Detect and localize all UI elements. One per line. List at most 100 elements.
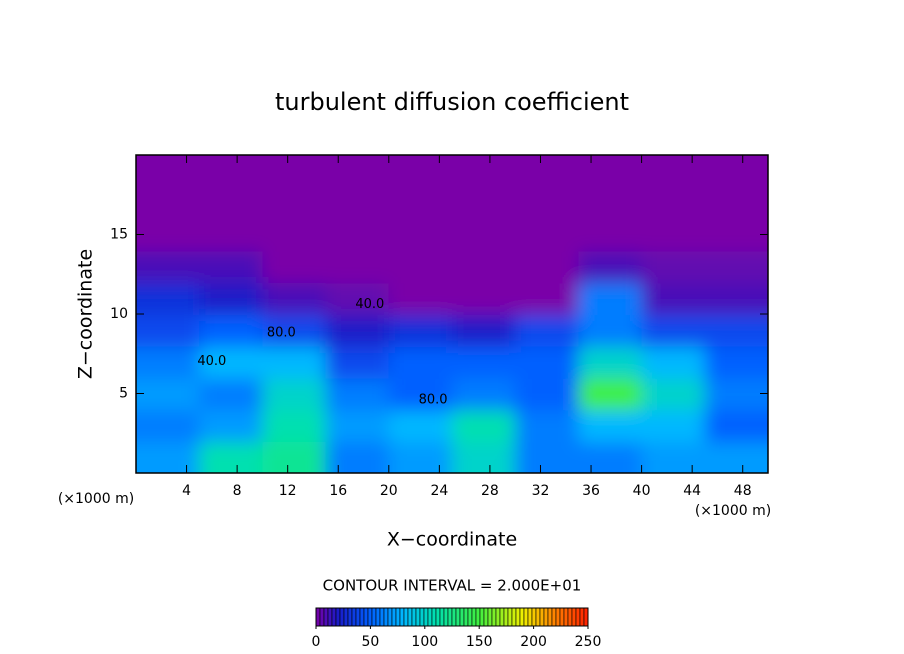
field-cell — [136, 441, 201, 473]
field-cell — [515, 441, 580, 473]
colorbar-tick-label: 0 — [312, 634, 321, 650]
colorbar-swatch — [463, 607, 469, 627]
field-cell — [262, 250, 327, 284]
field-cell — [641, 441, 706, 473]
contour-label: 40.0 — [355, 297, 384, 312]
colorbar-swatch — [503, 607, 509, 627]
colorbar-swatch — [531, 607, 537, 627]
field-cell — [452, 345, 517, 379]
field-cell — [388, 345, 453, 379]
colorbar-swatch — [359, 607, 365, 627]
field-cell — [262, 155, 327, 188]
field-cell — [199, 377, 264, 411]
colorbar-swatch — [551, 607, 557, 627]
field-cell — [325, 250, 390, 284]
x-tick-label: 24 — [430, 483, 448, 499]
field-cell — [136, 282, 201, 315]
field: 40.0 80.0 40.0 80.0 — [136, 155, 768, 473]
field-cell — [704, 282, 768, 315]
colorbar-swatch — [519, 607, 525, 627]
field-cell — [452, 441, 517, 473]
chart-title: turbulent diffusion coefficient — [275, 88, 629, 116]
field-cell — [515, 155, 580, 188]
colorbar-swatch — [435, 607, 441, 627]
colorbar-swatch — [315, 607, 321, 627]
colorbar-swatch — [371, 607, 377, 627]
field-cell — [199, 155, 264, 188]
x-axis-label: X−coordinate — [387, 529, 517, 551]
field-cell — [578, 282, 643, 315]
field-cell — [452, 314, 517, 347]
field-cell — [262, 377, 327, 411]
colorbar-tick-label: 50 — [361, 634, 379, 650]
field-cell — [325, 218, 390, 252]
field-cell — [641, 186, 706, 220]
x-tick-label: 36 — [582, 483, 600, 499]
colorbar-swatch — [335, 607, 341, 627]
colorbar-swatch — [571, 607, 577, 627]
field-cell — [262, 282, 327, 315]
x-tick-label: 48 — [734, 483, 752, 499]
field-cell — [704, 314, 768, 347]
colorbar-swatch — [579, 607, 585, 627]
field-cell — [325, 345, 390, 379]
field-cell — [136, 218, 201, 252]
field-cell — [578, 155, 643, 188]
x-tick-label: 8 — [233, 483, 242, 499]
y-tick-label: 5 — [119, 386, 128, 402]
colorbar-swatch — [327, 607, 333, 627]
colorbar-swatch — [355, 607, 361, 627]
colorbar-swatch — [543, 607, 549, 627]
field-cell — [388, 377, 453, 411]
field-cell — [388, 155, 453, 188]
field-cells — [136, 155, 768, 473]
field-cell — [641, 409, 706, 443]
x-tick-label: 20 — [380, 483, 398, 499]
colorbar-swatch — [535, 607, 541, 627]
field-cell — [199, 186, 264, 220]
field-cell — [325, 314, 390, 347]
colorbar-swatch — [487, 607, 493, 627]
colorbar-swatch — [411, 607, 417, 627]
colorbar-frame — [315, 607, 589, 627]
colorbar-swatch — [479, 607, 485, 627]
colorbar-swatch — [339, 607, 345, 627]
field-cell — [515, 409, 580, 443]
field-cell — [704, 441, 768, 473]
field-cell — [199, 314, 264, 347]
field-cell — [452, 377, 517, 411]
contour-label: 80.0 — [267, 326, 296, 341]
colorbar-swatch — [555, 607, 561, 627]
field-cell — [136, 409, 201, 443]
field-cell — [199, 250, 264, 284]
colorbar-swatch — [375, 607, 381, 627]
field-cell — [452, 409, 517, 443]
field-cell — [578, 314, 643, 347]
field-cell — [262, 218, 327, 252]
field-cell — [325, 186, 390, 220]
field-cell — [641, 155, 706, 188]
x-tick-label: 28 — [481, 483, 499, 499]
field-cell — [452, 155, 517, 188]
colorbar-tick-label: 200 — [520, 634, 547, 650]
field-cell — [641, 314, 706, 347]
field-cell — [515, 250, 580, 284]
colorbar-swatch — [415, 607, 421, 627]
field-cell — [641, 345, 706, 379]
field-cell — [388, 314, 453, 347]
field-cell — [199, 282, 264, 315]
colorbar-swatch — [567, 607, 573, 627]
x-tick-label: 40 — [633, 483, 651, 499]
colorbar-swatch — [443, 607, 449, 627]
colorbar-swatch — [423, 607, 429, 627]
colorbar-swatch — [575, 607, 581, 627]
field-cell — [578, 409, 643, 443]
colorbar-swatch — [515, 607, 521, 627]
colorbar-swatch — [559, 607, 565, 627]
field-cell — [578, 250, 643, 284]
field-cell — [262, 314, 327, 347]
field-cell — [262, 186, 327, 220]
colorbar-swatch — [455, 607, 461, 627]
x-unit-label: (×1000 m) — [58, 491, 134, 507]
